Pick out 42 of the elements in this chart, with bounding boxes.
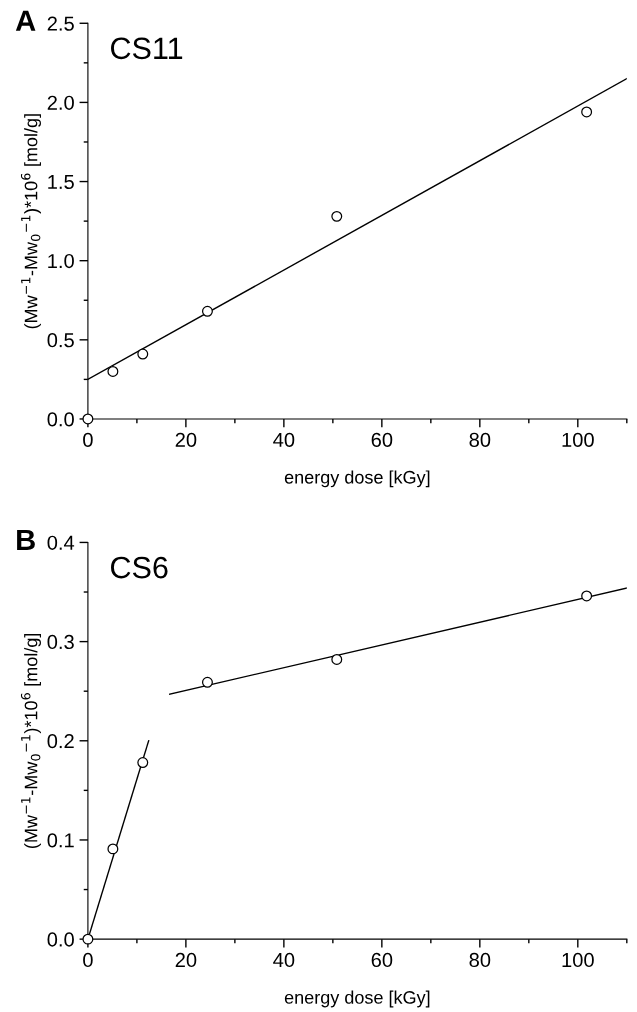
y-tick-label: 1.0 — [48, 253, 74, 269]
point — [107, 843, 119, 855]
y-tick-label: 2.0 — [47, 95, 74, 110]
y-tick-label: 0.5 — [47, 333, 74, 348]
x-tick-label: 80 — [469, 432, 491, 447]
x-tick-label: 20 — [175, 952, 197, 968]
y-tick-label: 0.3 — [47, 634, 74, 650]
y-axis-title: (Mw$^{−1}$-Mw$_{0}$$^{−1}$)*10$^{6}$ [mol/g] — [20, 633, 41, 848]
point — [137, 348, 149, 360]
point — [201, 676, 213, 688]
y-tick-label: 1.5 — [48, 175, 74, 190]
point — [201, 305, 213, 317]
annotation: CS11 — [111, 37, 183, 60]
y-tick-label: 0.0 — [47, 932, 74, 947]
x-tick-label: 60 — [371, 432, 393, 447]
y-tick-label: 2.5 — [47, 16, 74, 31]
y-tick-label: 0.2 — [47, 734, 74, 749]
y-tick-label: 0.4 — [47, 535, 75, 550]
x-axis-title: energy dose [kGy] — [284, 470, 430, 488]
point — [107, 365, 119, 377]
point — [581, 590, 593, 602]
y-tick-label: 0.1 — [47, 833, 74, 848]
x-tick-label: 20 — [175, 432, 197, 447]
y-axis-title: (Mw$^{−1}$-Mw$_{0}$$^{−1}$)*10$^{6}$ [mol/g] — [20, 114, 41, 329]
point — [82, 933, 94, 945]
point — [581, 106, 593, 118]
x-tick-label: 40 — [273, 952, 295, 968]
x-tick-label: 60 — [371, 952, 393, 968]
annotation: CS6 — [111, 556, 168, 579]
x-tick-label: 40 — [273, 432, 295, 447]
chart-title: B — [17, 529, 35, 550]
point — [331, 210, 343, 222]
x-tick-label: 0 — [83, 432, 93, 447]
x-tick-label: 100 — [562, 432, 594, 447]
chart-title: A — [15, 10, 36, 31]
x-tick-label: 80 — [469, 952, 491, 968]
x-tick-label: 0 — [83, 952, 93, 968]
point — [331, 653, 343, 665]
x-axis-title: energy dose [kGy] — [284, 990, 430, 1008]
y-tick-label: 0.0 — [47, 412, 74, 427]
point — [137, 757, 149, 769]
x-tick-label: 100 — [562, 952, 594, 968]
